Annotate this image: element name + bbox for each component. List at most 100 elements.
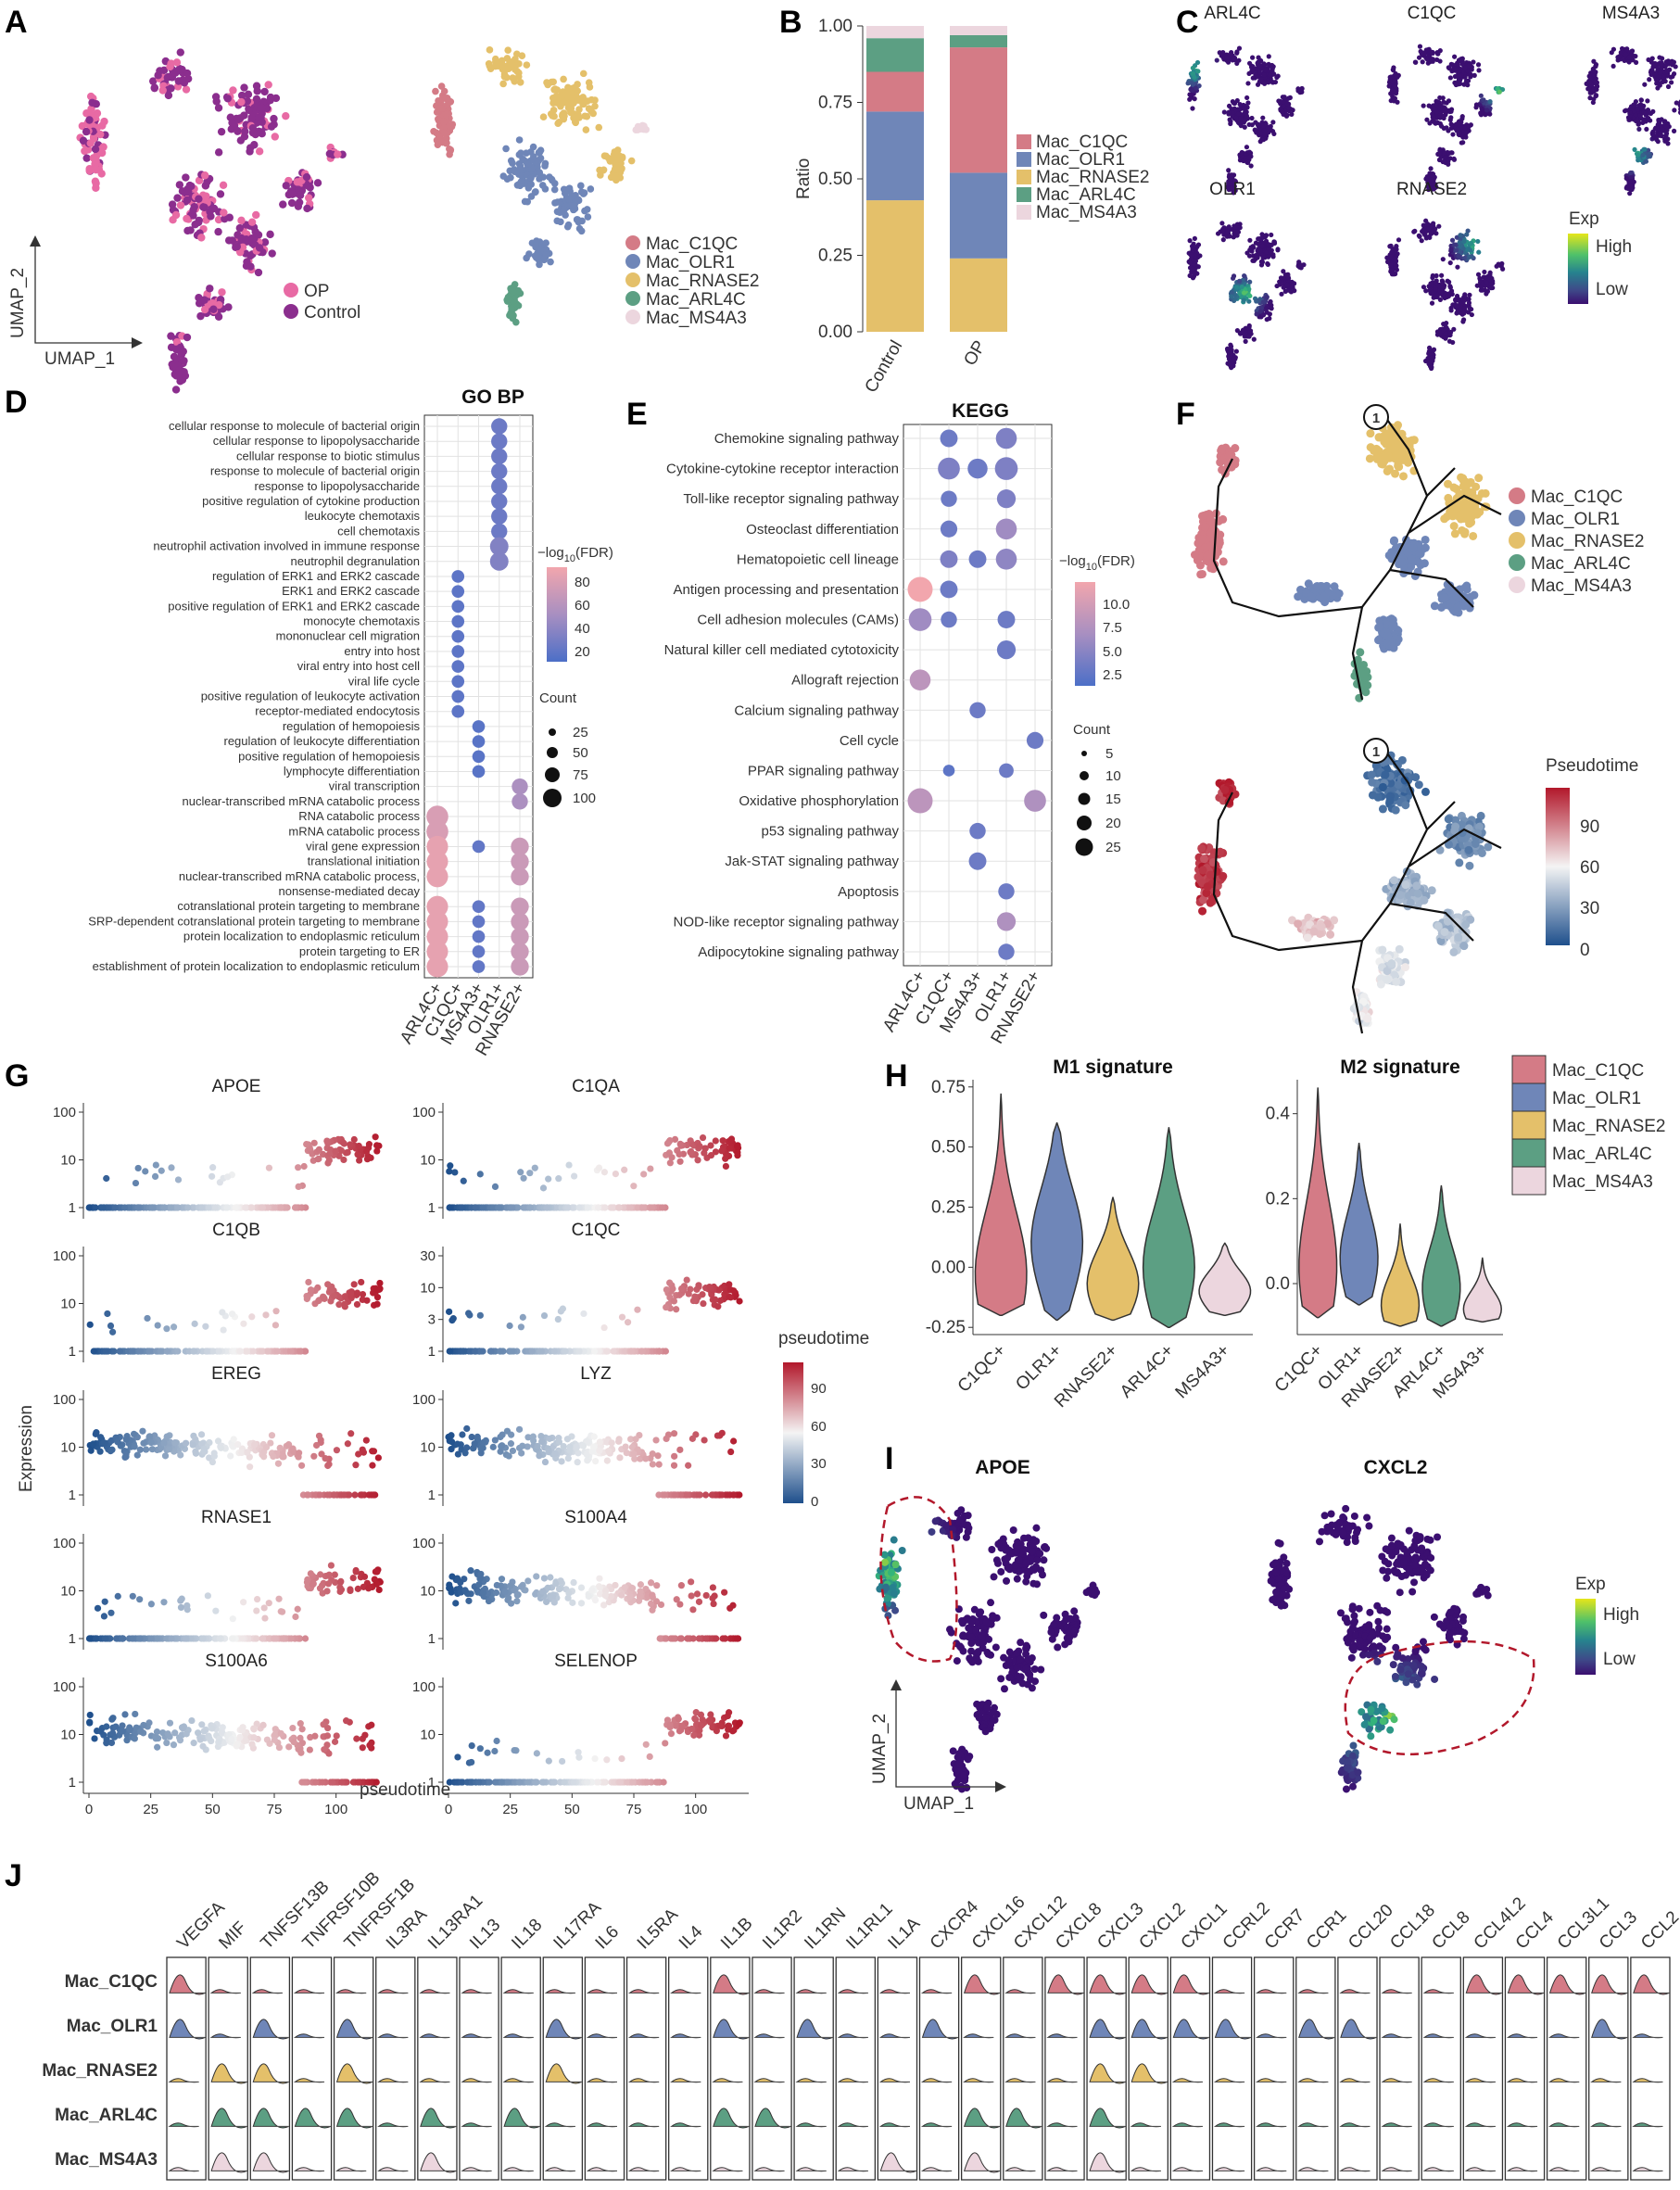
feature-cell bbox=[1426, 103, 1432, 108]
feature-cell bbox=[1633, 54, 1638, 59]
kegg-dot bbox=[995, 518, 1017, 540]
dotplot-go: cellular response to molecule of bacteri… bbox=[88, 414, 534, 1059]
feature-cell bbox=[1593, 93, 1598, 99]
umap-cell bbox=[524, 159, 531, 168]
feature-cell bbox=[1459, 57, 1464, 62]
go-term-label: neutrophil degranulation bbox=[291, 554, 421, 568]
feature-cell bbox=[1246, 149, 1252, 155]
legend-swatch-control bbox=[284, 304, 298, 319]
go-count-tick: 50 bbox=[573, 745, 588, 761]
kegg-dot bbox=[909, 669, 931, 691]
feature-cell bbox=[1467, 292, 1472, 297]
feature-cell bbox=[1626, 117, 1632, 122]
trajectory-cell bbox=[1368, 791, 1377, 800]
feature-cell bbox=[1421, 103, 1426, 108]
umap-cell bbox=[253, 87, 261, 95]
go-fdr-tick: 80 bbox=[575, 575, 590, 590]
umap-cell bbox=[214, 104, 223, 112]
trajectory-cell bbox=[1381, 432, 1390, 441]
kegg-dot bbox=[996, 912, 1017, 931]
feature-cell bbox=[1258, 77, 1264, 82]
go-dot bbox=[472, 900, 486, 914]
feature-cell bbox=[1457, 131, 1462, 136]
feature-cell bbox=[1236, 57, 1242, 63]
umap-cell bbox=[97, 170, 106, 178]
feature-cell bbox=[1417, 44, 1423, 49]
feature-cell bbox=[1221, 109, 1227, 115]
bar-segment bbox=[950, 34, 1007, 48]
go-term-label: regulation of hemopoiesis bbox=[283, 719, 421, 733]
umap-cell bbox=[565, 184, 574, 192]
umap-cell bbox=[268, 249, 276, 258]
feature-cell bbox=[1245, 155, 1252, 160]
umap-cell bbox=[229, 86, 237, 95]
umap-cell bbox=[434, 141, 442, 148]
go-dot bbox=[451, 675, 465, 689]
go-dot bbox=[472, 765, 486, 779]
feature-cell bbox=[1264, 294, 1269, 300]
feature-cell bbox=[1443, 331, 1448, 336]
feature-cell bbox=[1475, 238, 1481, 245]
umap-cell bbox=[252, 210, 260, 220]
feature-cell bbox=[1438, 290, 1444, 296]
kegg-term-label: Adipocytokine signaling pathway bbox=[698, 944, 899, 960]
go-term-label: cellular response to biotic stimulus bbox=[236, 449, 420, 462]
feature-cell bbox=[1455, 62, 1460, 68]
umap-cell bbox=[575, 95, 583, 103]
feature-cell bbox=[1242, 272, 1247, 279]
feature-cell bbox=[1447, 284, 1453, 289]
umap-cell bbox=[172, 58, 182, 67]
go-dot bbox=[472, 735, 486, 748]
feature-cell bbox=[1642, 82, 1648, 87]
umap-cell bbox=[214, 215, 223, 224]
feature-cell bbox=[1269, 232, 1274, 238]
kegg-dot bbox=[941, 490, 957, 507]
umap-cell bbox=[174, 372, 183, 380]
go-term-label: translational initiation bbox=[308, 854, 420, 868]
trajectory-cell bbox=[1394, 462, 1403, 471]
feature-cell bbox=[1236, 45, 1243, 51]
feature-cell bbox=[1466, 124, 1472, 130]
go-dot bbox=[451, 614, 465, 628]
umap-cell bbox=[542, 251, 550, 259]
feature-cell bbox=[1419, 238, 1424, 244]
umap-cell bbox=[440, 123, 448, 132]
feature-cell bbox=[1247, 279, 1253, 285]
feature-cell bbox=[1428, 359, 1434, 364]
feature-cell bbox=[1447, 260, 1453, 266]
legend-label-arl4c: Mac_ARL4C bbox=[646, 290, 746, 310]
trajectory-cell bbox=[1307, 592, 1316, 601]
bar-stacks bbox=[866, 26, 1007, 332]
umap-cell bbox=[435, 133, 443, 140]
trajectory-cell bbox=[1220, 785, 1230, 794]
kegg-dot bbox=[969, 702, 986, 719]
feature-cell bbox=[1263, 234, 1269, 239]
feature-cell bbox=[1665, 83, 1672, 90]
feature-cell bbox=[1189, 93, 1194, 98]
feature-cell bbox=[1433, 226, 1438, 232]
exp-legend-title-c: Exp bbox=[1569, 209, 1599, 229]
feature-cell bbox=[1611, 63, 1616, 70]
kegg-dot bbox=[907, 788, 933, 814]
feature-cell bbox=[1260, 299, 1266, 305]
go-term-label: protein localization to endoplasmic reti… bbox=[183, 930, 420, 943]
go-dot bbox=[511, 867, 529, 886]
feature-cell bbox=[1228, 52, 1233, 57]
feature-cell bbox=[1243, 338, 1248, 344]
umap-cell bbox=[243, 96, 252, 106]
trajectory-cell bbox=[1388, 622, 1397, 631]
umap-cell bbox=[233, 242, 242, 251]
trajectory-cell bbox=[1329, 592, 1338, 601]
umap-cell bbox=[509, 159, 516, 167]
trajectory-node-label: 1 bbox=[1372, 411, 1380, 426]
feature-cell bbox=[1298, 262, 1305, 268]
legend-label-olr1: Mac_OLR1 bbox=[646, 253, 735, 272]
umap-cell bbox=[246, 144, 255, 152]
umap-cell bbox=[83, 146, 93, 154]
go-term-label: mRNA catabolic process bbox=[288, 824, 420, 838]
kegg-dot bbox=[941, 611, 957, 628]
umap-cell bbox=[565, 99, 574, 107]
feature-cell bbox=[1641, 146, 1647, 152]
go-term-label: positive regulation of cytokine producti… bbox=[202, 494, 420, 508]
